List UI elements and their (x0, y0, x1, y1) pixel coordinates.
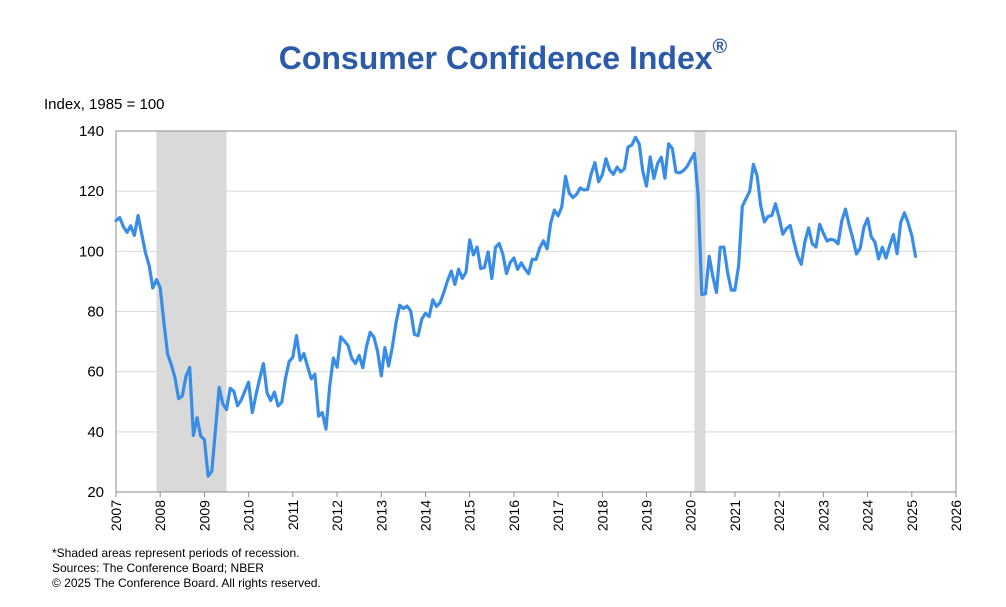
y-tick-label: 60 (87, 364, 104, 381)
recession-note: *Shaded areas represent periods of reces… (52, 546, 300, 560)
y-tick-label: 120 (79, 183, 104, 200)
x-tick-label: 2018 (594, 500, 610, 531)
x-tick-label: 2025 (904, 500, 920, 531)
y-axis-label: Index, 1985 = 100 (44, 96, 165, 113)
x-tick-label: 2011 (285, 500, 301, 530)
chart-title: Consumer Confidence Index® (0, 36, 1006, 77)
plot-frame (115, 130, 957, 493)
series-line (114, 135, 918, 478)
x-tick-label: 2022 (771, 500, 787, 531)
sources-note: Sources: The Conference Board; NBER (52, 561, 264, 575)
x-tick-label: 2010 (241, 500, 257, 531)
x-tick-label: 2013 (373, 500, 389, 531)
x-tick-label: 2024 (860, 500, 876, 531)
x-tick-label: 2020 (683, 500, 699, 531)
registered-mark: ® (712, 36, 728, 59)
chart-footer: *Shaded areas represent periods of reces… (52, 546, 321, 591)
x-tick-label: 2008 (152, 500, 168, 531)
chart-title-text: Consumer Confidence Index (278, 40, 713, 76)
x-tick-label: 2015 (462, 500, 478, 531)
y-tick-label: 140 (79, 123, 104, 140)
x-tick-label: 2007 (108, 500, 124, 531)
x-tick-label: 2026 (948, 500, 964, 531)
y-tick-label: 80 (87, 304, 104, 321)
x-tick-label: 2009 (196, 500, 212, 531)
x-tick-label: 2023 (815, 500, 831, 531)
x-tick-label: 2016 (506, 500, 522, 531)
y-tick-label: 40 (87, 424, 104, 441)
y-tick-label: 20 (87, 484, 104, 501)
x-tick-label: 2014 (417, 500, 433, 531)
x-tick-label: 2017 (550, 500, 566, 531)
line-chart: 20 40 60 80 100 120 140 2007 2008 2009 2010 2011 201… (79, 123, 964, 531)
x-tick-label: 2021 (727, 500, 743, 531)
x-tick-label: 2012 (329, 500, 345, 531)
x-tick-label: 2019 (639, 500, 655, 531)
y-tick-label: 100 (79, 243, 104, 260)
copyright-note: © 2025 The Conference Board. All rights … (52, 576, 321, 590)
